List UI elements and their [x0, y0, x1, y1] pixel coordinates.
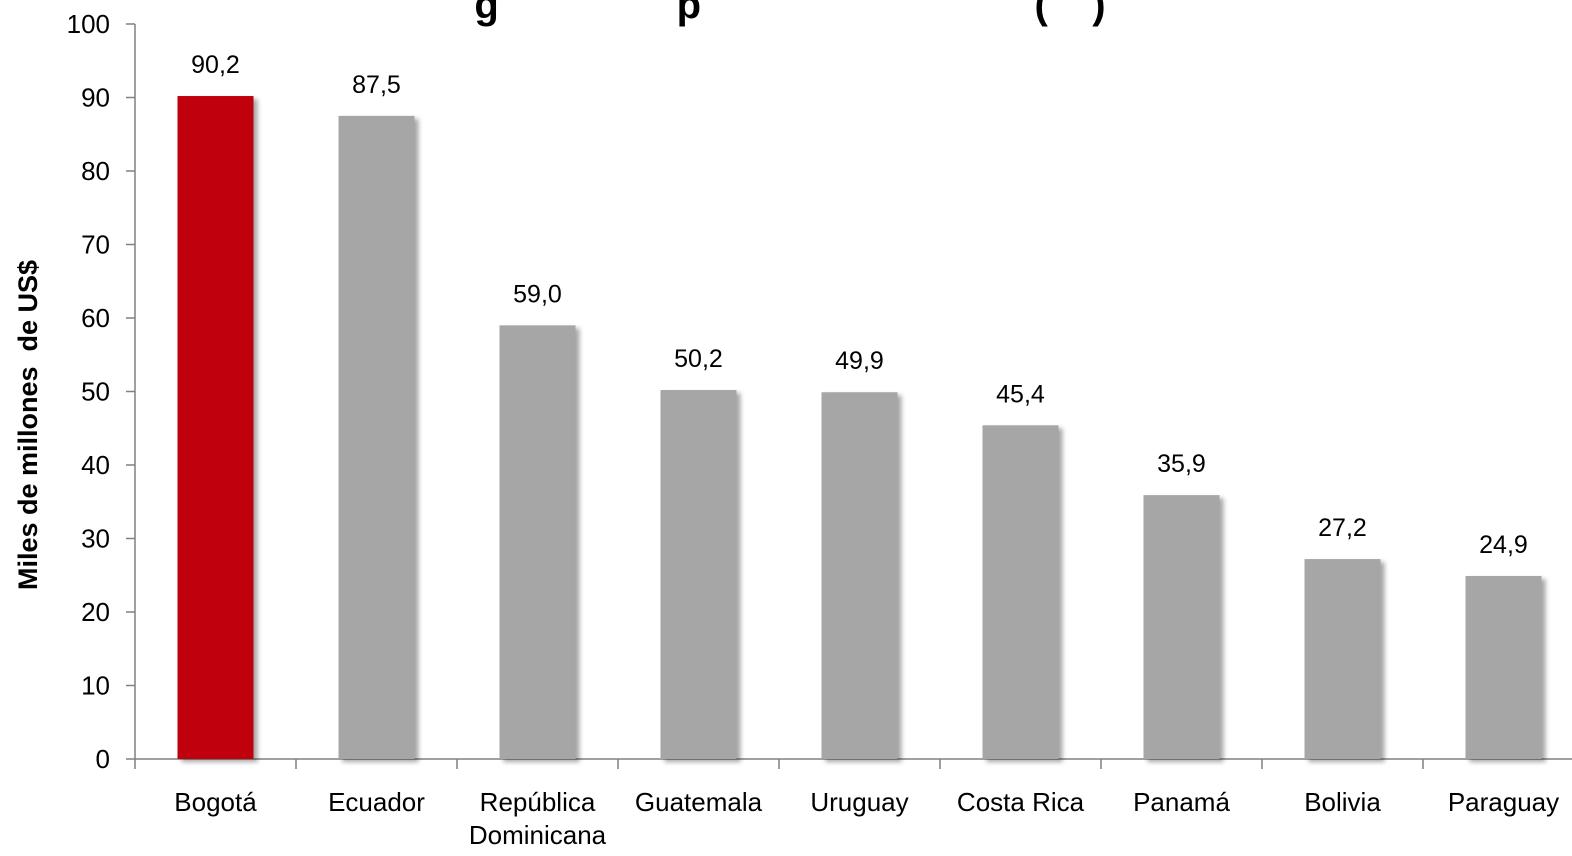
y-tick-label: 70 [81, 230, 110, 260]
bar [499, 325, 576, 759]
y-axis-title: Miles de millones de US$ [13, 260, 43, 590]
category-label: Uruguay [810, 787, 908, 817]
bar [1304, 559, 1381, 759]
bar [338, 115, 415, 759]
bar [660, 390, 737, 759]
chart-title: g p ( ) [474, 0, 1105, 27]
data-label: 90,2 [191, 51, 240, 79]
y-tick-label: 40 [81, 450, 110, 480]
data-label: 50,2 [674, 345, 723, 373]
y-tick-label: 10 [81, 671, 110, 701]
category-label: Panamá [1133, 787, 1230, 817]
bar [177, 96, 254, 759]
category-label: Costa Rica [957, 787, 1085, 817]
category-label: Guatemala [635, 787, 763, 817]
data-label: 49,9 [835, 347, 884, 375]
category-label: Bogotá [174, 787, 257, 817]
y-axis: 0 10 20 30 40 50 60 70 80 90 100 [67, 9, 136, 774]
y-tick-label: 80 [81, 156, 110, 186]
y-tick-label: 100 [67, 9, 110, 39]
category-label: Ecuador [328, 787, 425, 817]
bar [821, 392, 898, 759]
data-label: 45,4 [996, 380, 1045, 408]
y-tick-label: 20 [81, 597, 110, 627]
data-label: 59,0 [513, 280, 562, 308]
data-label: 27,2 [1318, 514, 1367, 542]
bar [1143, 495, 1220, 759]
x-axis [134, 758, 1572, 769]
bar [982, 425, 1059, 759]
data-labels: 90,2 87,5 59,0 50,2 49,9 45,4 35,9 27,2 24,9 [191, 51, 1528, 559]
data-label: 24,9 [1479, 531, 1528, 559]
y-tick-label: 50 [81, 377, 110, 407]
category-labels: Bogotá Ecuador República Dominicana Guatemal… [174, 787, 1559, 850]
y-tick-label: 30 [81, 524, 110, 554]
y-tick-label: 60 [81, 303, 110, 333]
bars [177, 96, 1542, 759]
y-tick-label: 0 [96, 744, 110, 774]
data-label: 87,5 [352, 71, 401, 99]
category-label: República Dominicana [469, 787, 607, 850]
y-tick-label: 90 [81, 83, 110, 113]
data-label: 35,9 [1157, 450, 1206, 478]
category-label: Bolivia [1304, 787, 1381, 817]
category-label: Paraguay [1448, 787, 1559, 817]
bar [1465, 575, 1542, 759]
